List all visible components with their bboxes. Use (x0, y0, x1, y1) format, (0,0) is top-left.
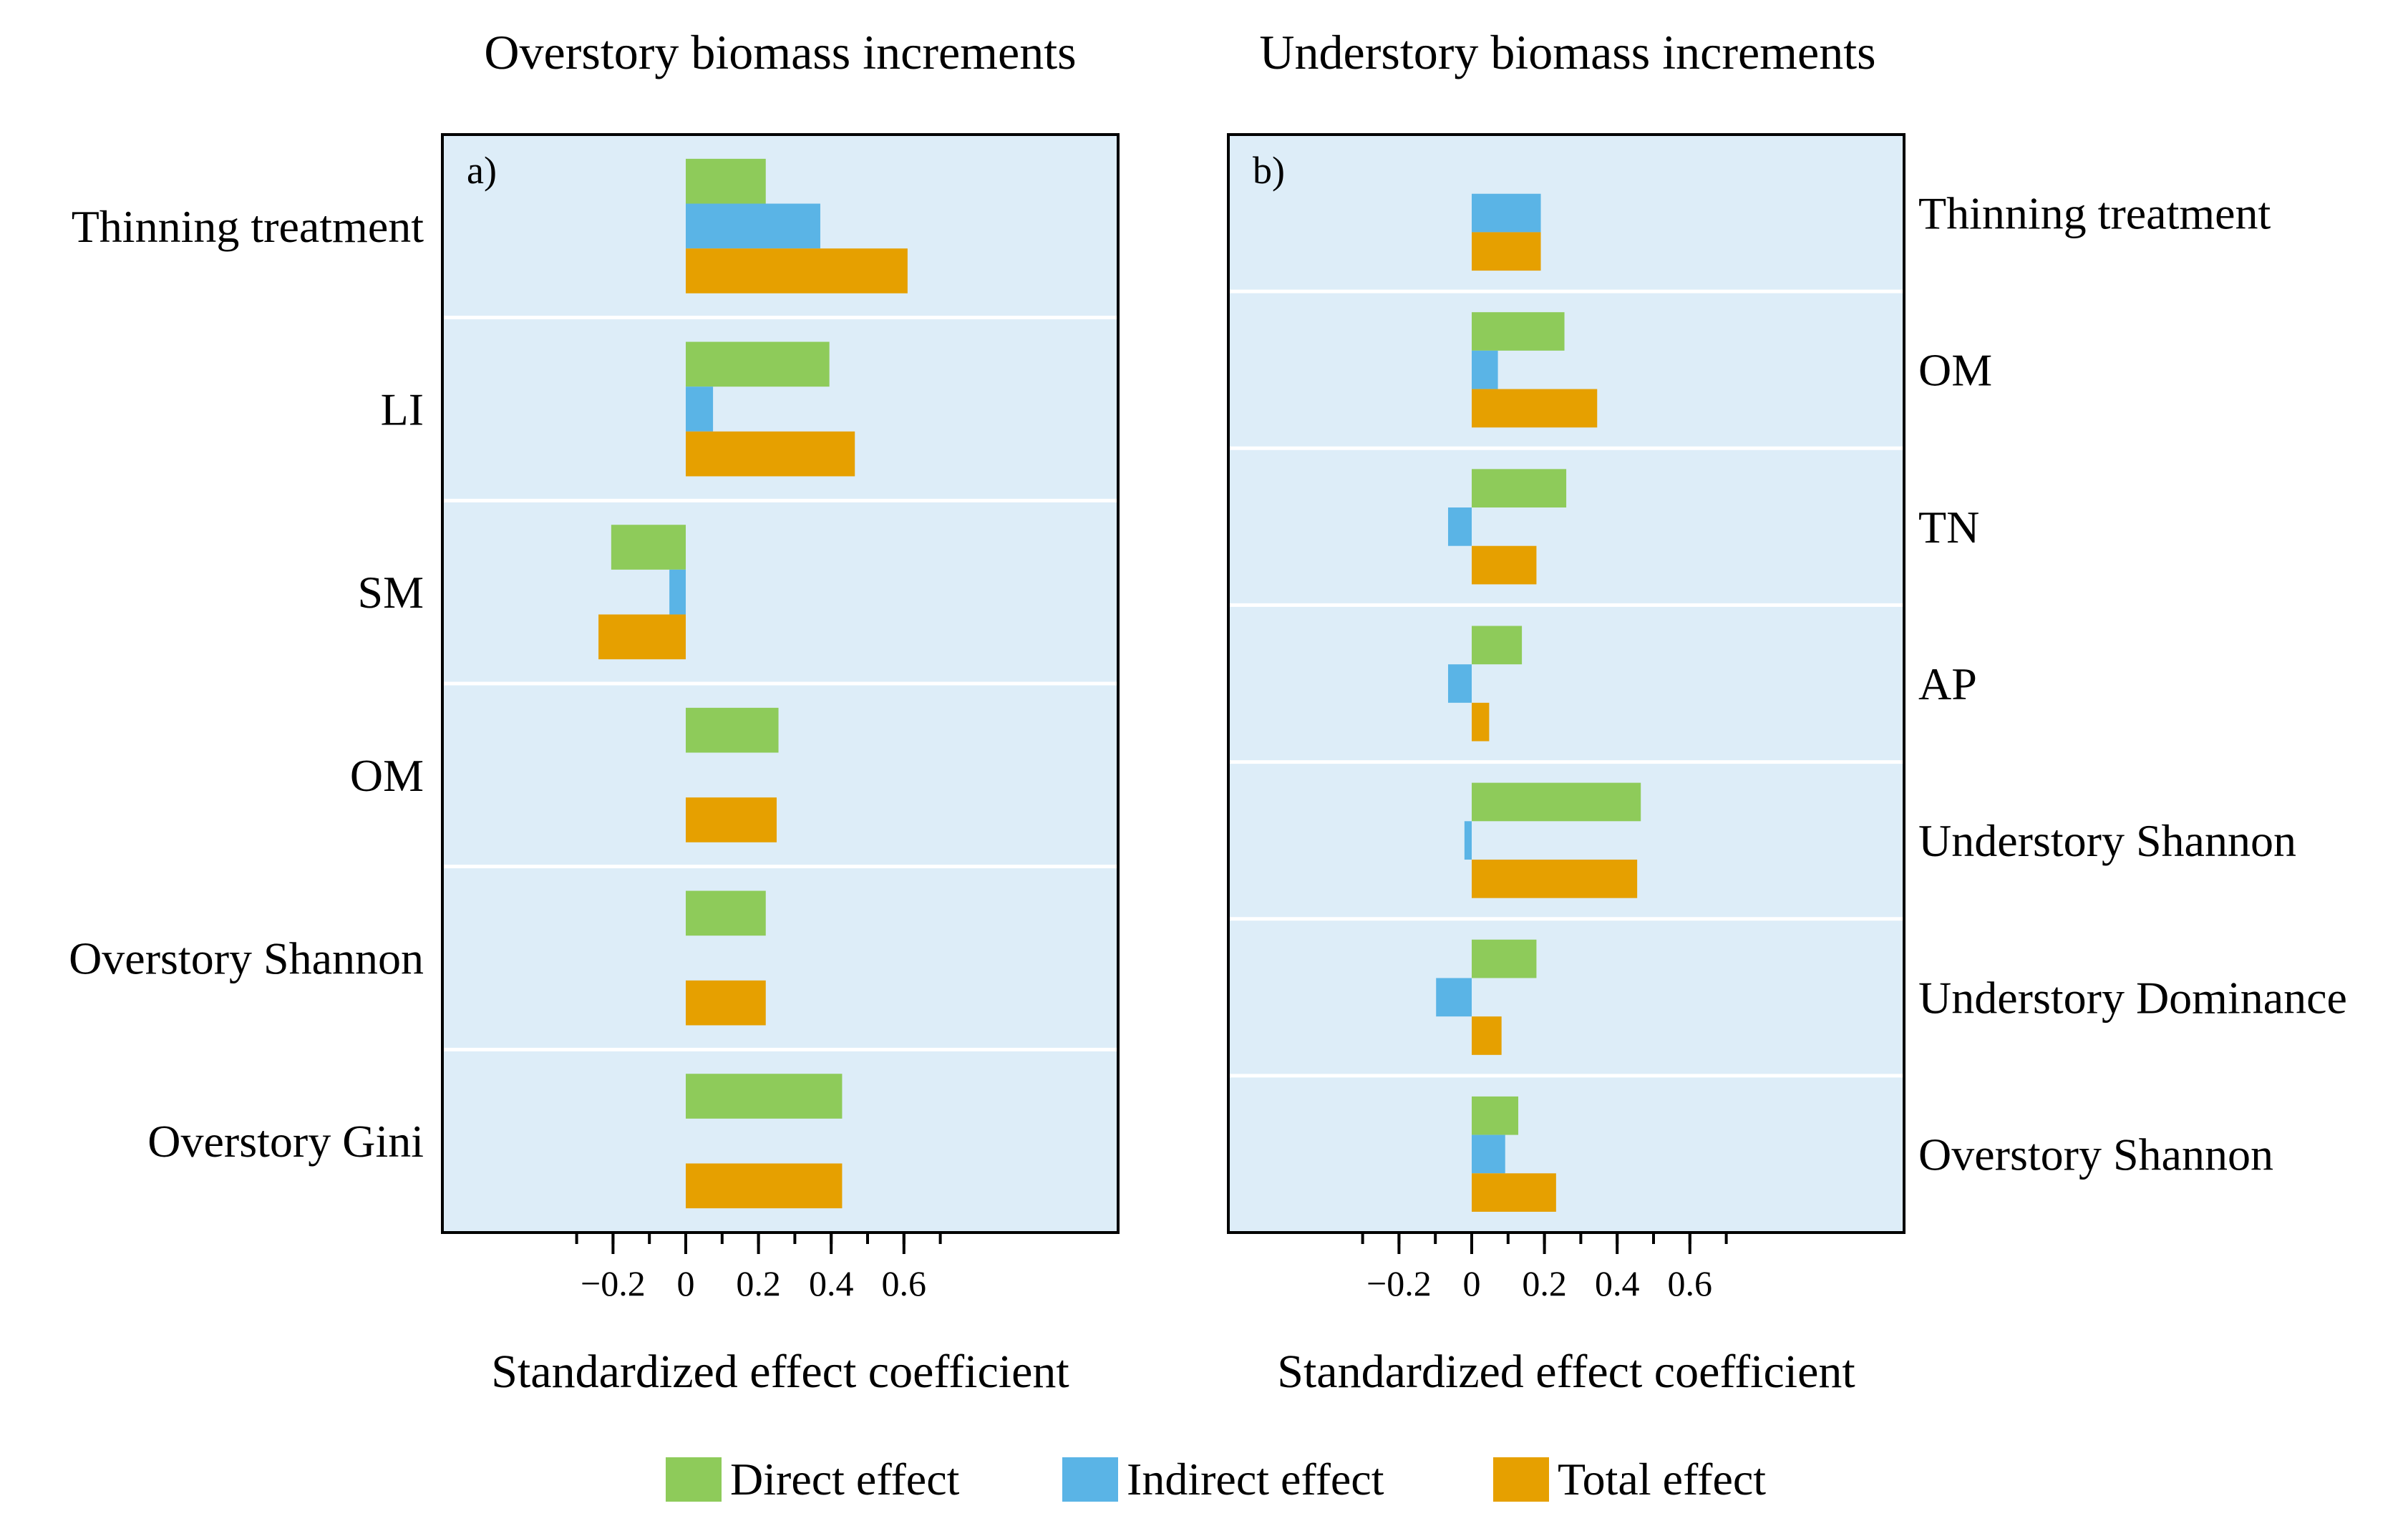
bar-indirect (1436, 978, 1472, 1017)
bar-indirect (669, 569, 686, 615)
panel-label: a) (467, 149, 497, 192)
panel-background (1228, 135, 1904, 1233)
legend-label-total: Total effect (1558, 1454, 1766, 1505)
panel-frame (1227, 133, 1905, 1234)
bar-total (1472, 232, 1541, 271)
legend-swatch-total (1493, 1457, 1549, 1502)
x-tick-label: 0.4 (1595, 1263, 1640, 1303)
category-label: Understory Shannon (1918, 815, 2296, 866)
category-label: SM (358, 567, 424, 618)
bar-indirect (1464, 821, 1472, 860)
bar-total (598, 614, 686, 660)
bar-total (1472, 545, 1537, 585)
bar-indirect (1472, 1134, 1505, 1174)
category-label: Overstory Shannon (69, 933, 424, 984)
bar-indirect (1447, 507, 1472, 546)
bar-total (686, 980, 766, 1026)
bar-direct (1472, 1096, 1519, 1135)
legend-swatch-indirect (1062, 1457, 1118, 1502)
category-label: Overstory Shannon (1918, 1129, 2273, 1180)
bar-indirect (1472, 350, 1498, 389)
bar-direct (1472, 782, 1641, 822)
x-tick-label: 0.2 (1522, 1263, 1567, 1303)
x-tick-label: 0.2 (736, 1263, 781, 1303)
panel-a-title: Overstory biomass increments (484, 25, 1076, 79)
category-label: LI (381, 384, 424, 435)
legend-label-indirect: Indirect effect (1127, 1454, 1384, 1505)
bar-total (1472, 1016, 1502, 1055)
bar-indirect (686, 203, 820, 249)
bar-indirect (686, 387, 714, 432)
bar-direct (1472, 626, 1523, 665)
category-label: OM (350, 750, 424, 801)
bar-direct (686, 1074, 843, 1119)
category-label: Thinning treatment (1918, 188, 2271, 239)
panel-a: Thinning treatment LI SM OM Overstory Shanno… (69, 133, 1120, 1398)
legend: Direct effect Indirect effect Total effect (666, 1454, 1766, 1505)
bar-indirect (1472, 193, 1541, 233)
bar-total (1472, 702, 1490, 742)
x-tick-label: 0.4 (809, 1263, 854, 1303)
legend-label-direct: Direct effect (730, 1454, 960, 1505)
bar-direct (686, 158, 766, 204)
panel-label: b) (1253, 149, 1285, 192)
bar-total (686, 431, 855, 477)
bar-direct (1472, 312, 1565, 351)
panel-b-title: Understory biomass increments (1259, 25, 1875, 79)
panel-frame (441, 133, 1120, 1234)
x-tick-label: 0.6 (1668, 1263, 1713, 1303)
bar-total (1472, 1173, 1556, 1212)
x-tick-label: 0.6 (882, 1263, 927, 1303)
bar-total (1472, 389, 1598, 428)
category-label: TN (1918, 502, 1979, 553)
legend-swatch-direct (666, 1457, 722, 1502)
bar-total (1472, 859, 1638, 898)
x-tick-label: 0 (1463, 1263, 1481, 1303)
x-tick-label: 0 (677, 1263, 695, 1303)
bar-direct (686, 890, 766, 936)
category-label: Overstory Gini (147, 1116, 424, 1167)
bar-direct (686, 707, 779, 753)
bar-direct (686, 341, 830, 387)
bar-direct (1472, 939, 1537, 978)
bar-direct (1472, 469, 1567, 508)
category-label: AP (1918, 658, 1977, 709)
category-label: Thinning treatment (72, 201, 424, 252)
bar-total (686, 1163, 843, 1209)
x-axis-label: Standardized effect coefficient (1277, 1346, 1855, 1398)
x-tick-label: −0.2 (581, 1263, 646, 1303)
bar-indirect (1447, 664, 1472, 703)
bar-total (686, 797, 777, 842)
bar-total (686, 248, 908, 293)
category-label: Understory Dominance (1918, 972, 2347, 1023)
panel-b: Thinning treatment OM TN AP Understory Shann… (1227, 133, 2347, 1398)
bar-direct (611, 525, 686, 570)
category-label: OM (1918, 345, 1992, 396)
x-axis-label: Standardized effect coefficient (491, 1346, 1069, 1398)
x-tick-label: −0.2 (1366, 1263, 1432, 1303)
